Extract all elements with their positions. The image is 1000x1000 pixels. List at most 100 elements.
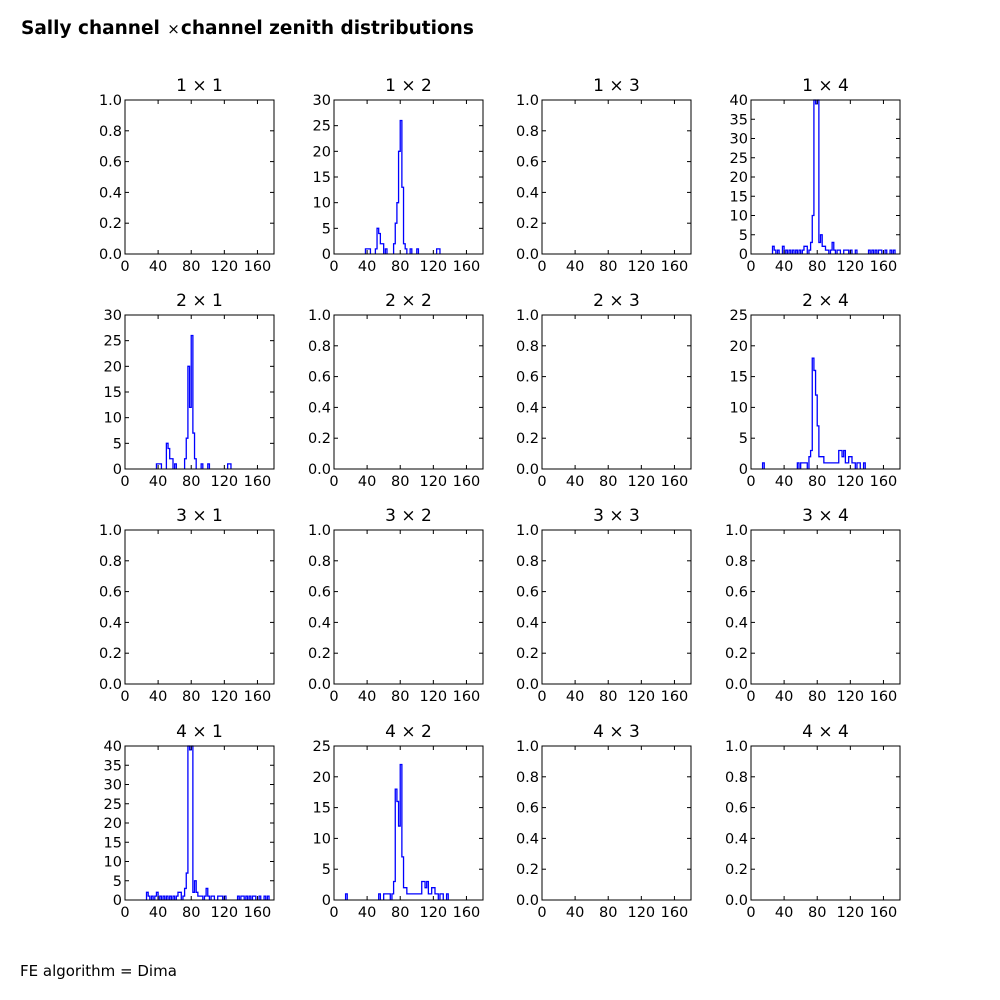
y-tick-label: 0.6	[516, 585, 539, 601]
x-tick-label: 160	[661, 689, 689, 705]
x-tick-label: 160	[244, 905, 272, 921]
x-tick-label: 0	[120, 689, 129, 705]
y-tick-label: 1.0	[99, 523, 122, 539]
histogram-bin	[835, 463, 837, 469]
y-tick-label: 0.4	[99, 615, 122, 631]
panel-title: 4 × 2	[385, 722, 432, 742]
y-tick-label: 5	[322, 862, 331, 878]
y-tick-label: 0.0	[99, 247, 122, 263]
x-tick-label: 80	[599, 474, 617, 490]
y-tick-label: 15	[104, 835, 122, 851]
x-tick-label: 80	[391, 259, 409, 275]
x-tick-label: 0	[120, 905, 129, 921]
y-tick-label: 0.8	[516, 554, 539, 570]
x-tick-label: 0	[120, 259, 129, 275]
histogram-bin	[802, 463, 804, 469]
y-tick-label: 1.0	[725, 739, 748, 755]
x-tick-label: 120	[210, 259, 238, 275]
x-tick-label: 40	[358, 905, 376, 921]
x-tick-label: 0	[746, 689, 755, 705]
histogram-bin	[412, 894, 414, 900]
y-tick-label: 5	[739, 228, 748, 244]
x-tick-label: 0	[746, 259, 755, 275]
panel-1-3: 1 × 3 0 40 80 120 160 0.0 0.2 0.4 0.6 0.8 1.0	[516, 76, 692, 275]
panel-title: 2 × 4	[802, 291, 849, 311]
histogram-bin	[827, 463, 829, 469]
x-tick-label: 160	[244, 689, 272, 705]
axes-frame	[541, 529, 692, 685]
x-tick-label: 80	[182, 474, 200, 490]
panel-2-1: 2 × 1 0 40 80 120 160 0 5 10 15 20 25 30	[104, 291, 275, 490]
y-tick-label: 1.0	[308, 523, 331, 539]
y-tick-label: 0.2	[725, 862, 748, 878]
x-tick-label: 160	[244, 259, 272, 275]
histogram-bin	[834, 463, 836, 469]
y-tick-label: 20	[104, 359, 122, 375]
figure-title: Sally channel ×channel zenith distributi…	[21, 18, 474, 39]
histogram-bin	[819, 242, 821, 254]
x-tick-label: 40	[149, 905, 167, 921]
y-tick-label: 0.0	[516, 893, 539, 909]
x-tick-label: 120	[419, 689, 447, 705]
x-tick-label: 80	[182, 689, 200, 705]
x-tick-label: 160	[870, 474, 898, 490]
x-tick-label: 0	[746, 474, 755, 490]
panel-title: 2 × 3	[593, 291, 640, 311]
footnote: FE algorithm = Dima	[20, 962, 177, 980]
y-tick-label: 25	[730, 151, 748, 167]
x-tick-label: 0	[120, 474, 129, 490]
y-tick-label: 0.0	[725, 893, 748, 909]
y-tick-label: 20	[104, 816, 122, 832]
x-tick-label: 80	[808, 689, 826, 705]
panel-3-3: 3 × 3 0 40 80 120 160 0.0 0.2 0.4 0.6 0.8 1.0	[516, 506, 692, 705]
x-tick-label: 120	[419, 905, 447, 921]
histogram-bin	[435, 894, 437, 900]
histogram-bin	[428, 894, 430, 900]
histogram-bin	[407, 894, 409, 900]
y-tick-label: 0.8	[516, 339, 539, 355]
histogram-bin	[415, 894, 417, 900]
x-tick-label: 40	[358, 689, 376, 705]
histogram-bin	[385, 894, 387, 900]
x-tick-label: 160	[453, 474, 481, 490]
y-tick-label: 0.4	[516, 400, 539, 416]
panel-2-3: 2 × 3 0 40 80 120 160 0.0 0.2 0.4 0.6 0.8 1.0	[516, 291, 692, 490]
y-tick-label: 0.4	[308, 615, 331, 631]
x-tick-label: 120	[627, 905, 655, 921]
x-tick-label: 120	[836, 905, 864, 921]
x-tick-label: 80	[599, 259, 617, 275]
x-tick-label: 160	[870, 905, 898, 921]
y-tick-label: 0.6	[725, 585, 748, 601]
y-tick-label: 0.8	[99, 554, 122, 570]
y-tick-label: 25	[104, 797, 122, 813]
x-tick-label: 120	[836, 689, 864, 705]
y-tick-label: 0.4	[516, 185, 539, 201]
x-tick-label: 0	[537, 259, 546, 275]
axes-frame	[124, 99, 275, 255]
axes-frame	[750, 745, 901, 901]
histogram-bin	[847, 463, 849, 469]
x-tick-label: 120	[836, 259, 864, 275]
panel-title: 2 × 2	[385, 291, 432, 311]
x-tick-label: 80	[391, 905, 409, 921]
y-tick-label: 0.0	[99, 677, 122, 693]
y-tick-label: 10	[730, 209, 748, 225]
y-tick-label: 1.0	[516, 523, 539, 539]
y-tick-label: 0.2	[99, 646, 122, 662]
x-tick-label: 0	[329, 259, 338, 275]
y-tick-label: 0.4	[516, 615, 539, 631]
y-tick-label: 0.6	[99, 585, 122, 601]
histogram-bin	[826, 463, 828, 469]
y-tick-label: 0.0	[516, 462, 539, 478]
y-tick-label: 0.8	[308, 554, 331, 570]
y-tick-label: 5	[113, 874, 122, 890]
y-tick-label: 0.0	[725, 677, 748, 693]
x-tick-label: 120	[627, 474, 655, 490]
y-tick-label: 35	[730, 112, 748, 128]
histogram-bin	[842, 457, 844, 469]
x-tick-label: 40	[149, 259, 167, 275]
histogram-bin	[193, 892, 195, 900]
x-tick-label: 40	[566, 905, 584, 921]
histogram-series	[761, 357, 866, 469]
y-tick-label: 30	[730, 132, 748, 148]
